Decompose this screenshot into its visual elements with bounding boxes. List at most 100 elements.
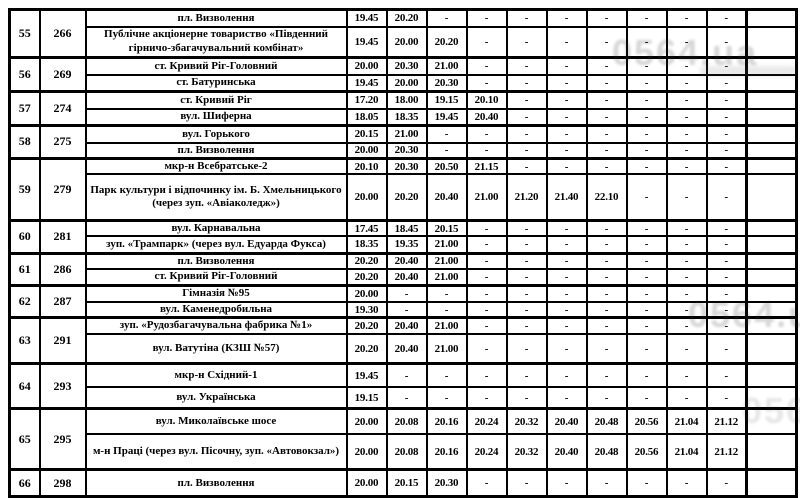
time-cell: 21.00	[425, 268, 468, 287]
table-row: 62 287 Гімназія №95 20.00- - - - - - - - -	[8, 283, 798, 319]
time-cell: 20.48	[585, 407, 628, 435]
time-cell: 20.00	[385, 25, 428, 59]
empty-trailing-cell	[745, 235, 798, 255]
time-cell: -	[545, 141, 588, 160]
time-cell: -	[585, 56, 628, 76]
stop-name-cell: вул. Миколаївське шосе	[84, 407, 348, 435]
time-cell: -	[505, 107, 548, 127]
route-number-cell: 279	[38, 156, 87, 222]
time-cell: 20.24	[465, 432, 508, 471]
time-cell: 20.20	[345, 332, 388, 365]
time-cell: 20.50	[425, 156, 468, 176]
time-cell: -	[705, 316, 748, 335]
time-cell: -	[665, 251, 708, 271]
time-cell: -	[585, 25, 628, 59]
stop-name-cell: мкр-н Східний-1	[84, 362, 348, 388]
time-cell: 21.00	[425, 56, 468, 76]
time-cell: -	[705, 385, 748, 410]
time-cell: 20.16	[425, 407, 468, 435]
time-cell: 18.45	[385, 218, 428, 238]
time-cell: 20.20	[345, 268, 388, 287]
empty-trailing-cell	[745, 90, 798, 110]
time-cell: -	[545, 56, 588, 76]
time-cell: -	[705, 235, 748, 255]
time-cell: -	[585, 218, 628, 238]
time-cell: -	[665, 235, 708, 255]
time-cell: -	[425, 283, 468, 304]
empty-trailing-cell	[745, 301, 798, 319]
time-cell: 21.12	[705, 432, 748, 471]
time-cell: -	[545, 124, 588, 144]
time-cell: -	[505, 141, 548, 160]
time-cell: -	[625, 107, 668, 127]
empty-trailing-cell	[745, 173, 798, 222]
time-cell: -	[585, 90, 628, 110]
time-cell: -	[665, 107, 708, 127]
time-cell: -	[505, 362, 548, 388]
time-cell: -	[625, 156, 668, 176]
time-cell: 20.20	[425, 25, 468, 59]
empty-trailing-cell	[745, 385, 798, 410]
time-cell: 19.45	[345, 25, 388, 59]
time-cell: -	[625, 8, 668, 28]
time-cell: -	[665, 124, 708, 144]
time-cell: 21.20	[505, 173, 548, 222]
route-number-cell: 274	[38, 90, 87, 127]
time-cell: -	[705, 332, 748, 365]
time-cell: 19.45	[345, 362, 388, 388]
empty-trailing-cell	[745, 124, 798, 144]
time-cell: -	[625, 301, 668, 319]
time-cell: 20.15	[425, 218, 468, 238]
time-cell: 18.35	[385, 107, 428, 127]
time-cell: -	[585, 283, 628, 304]
row-number-cell: 63	[8, 316, 41, 365]
route-number-cell: 266	[38, 8, 87, 59]
time-cell: -	[665, 173, 708, 222]
table-row: м-н Праці (через вул. Пісочну, зуп. «Авт…	[10, 432, 798, 471]
time-cell: 20.30	[385, 156, 428, 176]
row-number-cell: 65	[8, 407, 41, 471]
time-cell: -	[465, 332, 508, 365]
time-cell: -	[465, 25, 508, 59]
time-cell: -	[625, 283, 668, 304]
time-cell: -	[625, 235, 668, 255]
table-row: 63 291 зуп. «Рудозбагачувальна фабрика №1»…	[8, 316, 798, 365]
time-cell: -	[545, 301, 588, 319]
time-cell: -	[665, 362, 708, 388]
time-cell: -	[385, 362, 428, 388]
route-number-cell: 281	[38, 218, 87, 255]
time-cell: -	[665, 283, 708, 304]
table-row: 61 286 пл. Визволення 20.20 20.40 21.00- - - - - -…	[8, 251, 798, 287]
time-cell: -	[425, 362, 468, 388]
stop-name-cell: м-н Праці (через вул. Пісочну, зуп. «Авт…	[84, 432, 348, 471]
table-row: Публічне акціонерне товариство «Південни…	[10, 25, 798, 59]
time-cell: -	[665, 218, 708, 238]
time-cell: -	[585, 124, 628, 144]
time-cell: -	[425, 385, 468, 410]
time-cell: 20.00	[345, 283, 388, 304]
time-cell: -	[465, 218, 508, 238]
stop-name-cell: пл. Визволення	[84, 251, 348, 271]
time-cell: 20.00	[345, 56, 388, 76]
time-cell: 18.00	[385, 90, 428, 110]
stop-name-cell: вул. Горького	[84, 124, 348, 144]
time-cell: -	[665, 8, 708, 28]
time-cell: -	[705, 25, 748, 59]
stop-name-cell: ст. Кривий Ріг	[84, 90, 348, 110]
time-cell: 20.40	[385, 332, 428, 365]
time-cell: -	[705, 268, 748, 287]
time-cell: -	[545, 316, 588, 335]
time-cell: -	[625, 124, 668, 144]
stop-name-cell: зуп. «Рудозбагачувальна фабрика №1»	[84, 316, 348, 335]
time-cell: -	[705, 301, 748, 319]
time-cell: -	[465, 235, 508, 255]
time-cell: -	[465, 362, 508, 388]
time-cell: -	[505, 90, 548, 110]
row-number-cell: 59	[8, 156, 41, 222]
time-cell: 18.05	[345, 107, 388, 127]
time-cell: 20.48	[585, 432, 628, 471]
time-cell: 20.00	[345, 141, 388, 160]
time-cell: -	[545, 268, 588, 287]
table-row: Парк культури і відпочинку ім. Б. Хмельн…	[10, 173, 798, 222]
empty-trailing-cell	[745, 268, 798, 287]
